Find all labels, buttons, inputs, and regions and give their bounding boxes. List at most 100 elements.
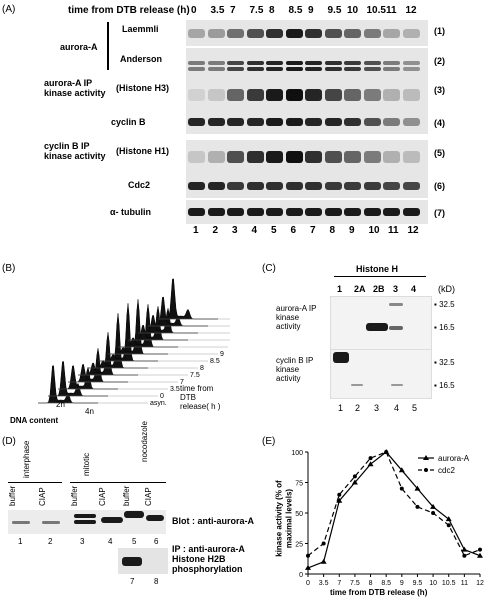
band-r2-l8 — [324, 61, 342, 65]
c-lane-2: 2 — [355, 403, 361, 413]
lane-number-1: 1 — [193, 225, 199, 236]
band-r2-l2 — [207, 61, 225, 65]
band-r6-l12 — [402, 182, 420, 190]
band-r4-l12 — [402, 118, 420, 126]
band-r3-l5 — [266, 89, 283, 101]
row3-label-line2: kinase activity — [44, 88, 106, 98]
d-lane-8: 8 — [154, 577, 159, 586]
d-lane-1: 1 — [18, 537, 23, 546]
band-r2b-l7 — [305, 67, 322, 71]
row6-label: Cdc2 — [128, 180, 151, 190]
lane-number-7: 7 — [310, 225, 316, 236]
d-ip-label-line3: phosphorylation — [172, 564, 243, 574]
band-r3-l7 — [305, 89, 322, 101]
e-point-1-8 — [431, 511, 436, 515]
band-r3-l3 — [227, 89, 244, 101]
band-r4-l4 — [246, 118, 264, 126]
lane-number-9: 9 — [349, 225, 355, 236]
time-tick-0: 0 — [191, 5, 197, 16]
band-r5-l11 — [383, 151, 400, 163]
e-xtick-label-2: 7 — [337, 580, 341, 587]
e-point-0-1 — [320, 558, 327, 564]
row4-label: cyclin B — [111, 117, 146, 127]
time-header: time from DTB release (h) — [68, 5, 190, 16]
time-tick-6: 9 — [308, 5, 314, 16]
band-r2-l10 — [363, 61, 381, 65]
row2-number: (2) — [434, 56, 445, 66]
band-r5-l8 — [324, 151, 342, 163]
row5-label-line1: cyclin B IP — [44, 141, 90, 151]
aurora-a-bracket — [107, 22, 109, 70]
row6-number: (6) — [434, 181, 445, 191]
row1-label: Laemmli — [122, 24, 159, 34]
band-r7-l6 — [285, 208, 303, 216]
band-c-cyclin-2 — [351, 384, 363, 386]
aurora-a-group-label: aurora-A — [60, 42, 98, 52]
band-r5-l5 — [266, 151, 283, 163]
e-xtick-label-7: 9.5 — [413, 580, 423, 587]
e-xtick-label-3: 7.5 — [350, 580, 360, 587]
e-point-0-2 — [336, 497, 343, 503]
band-r3-l1 — [188, 89, 205, 101]
e-legend-label-0: aurora-A — [438, 454, 470, 463]
band-r3-l12 — [402, 89, 420, 101]
band-r2-l5 — [266, 61, 283, 65]
marker-32-5-bottom: ▪ 32.5 — [434, 358, 455, 367]
band-r2b-l2 — [207, 67, 225, 71]
histogram-label-12: asyn. — [150, 400, 167, 407]
e-point-1-4 — [368, 456, 373, 461]
d-band-3 — [74, 514, 96, 518]
band-r6-l6 — [285, 182, 303, 190]
band-r7-l1 — [188, 208, 205, 216]
d-treat-2: buffer — [70, 485, 79, 506]
time-tick-8: 10 — [347, 5, 359, 16]
e-point-0-10 — [461, 546, 468, 552]
band-r2b-l8 — [324, 67, 342, 71]
e-legend-marker-0 — [423, 455, 429, 460]
band-r2-l6 — [285, 61, 303, 65]
histogram-label-8: 7.5 — [190, 372, 200, 379]
row3-number: (3) — [434, 85, 445, 95]
band-r4-l7 — [305, 118, 322, 126]
e-xtick-label-4: 8 — [369, 580, 373, 587]
c-row1-label-line2: kinase — [276, 313, 300, 322]
band-r2b-l1 — [188, 67, 205, 71]
band-r3-l8 — [324, 89, 342, 101]
time-tick-3: 7.5 — [249, 5, 264, 16]
band-r4-l5 — [266, 118, 283, 126]
band-r5-l4 — [246, 151, 264, 163]
panel-e-letter: (E) — [262, 436, 276, 447]
d-treat-1: CIAP — [38, 487, 47, 506]
lane-number-12: 12 — [407, 225, 419, 236]
c-row1-label-line3: activity — [276, 322, 301, 331]
e-point-1-0 — [306, 553, 310, 558]
band-r5-l1 — [188, 151, 205, 163]
e-point-1-6 — [399, 486, 404, 491]
histone-col-1: 2A — [354, 284, 366, 294]
dna-2n-label: 2n — [56, 400, 65, 409]
time-from-label-line1: time from — [180, 384, 214, 393]
kd-label: (kD) — [438, 284, 455, 294]
histone-col-2: 2B — [373, 284, 385, 294]
band-r2b-l3 — [227, 67, 244, 71]
d-band-3b — [74, 520, 96, 524]
panel-c-letter: (C) — [262, 263, 276, 274]
band-c-cyclin-1 — [333, 352, 349, 363]
row7-label: α- tubulin — [110, 207, 152, 217]
e-point-1-11 — [478, 547, 482, 552]
band-r2b-l9 — [344, 67, 361, 71]
band-r1-l10 — [363, 29, 381, 38]
band-r1-l6 — [285, 29, 303, 38]
band-r6-l3 — [227, 182, 244, 190]
d-group-1: mitotic — [82, 452, 91, 476]
band-r4-l1 — [188, 118, 205, 126]
time-tick-10: 11 — [386, 5, 397, 16]
band-r5-l3 — [227, 151, 244, 163]
d-lane-3: 3 — [80, 537, 85, 546]
e-series-line-1 — [307, 451, 481, 557]
e-legend-label-1: cdc2 — [438, 466, 455, 475]
band-r5-l7 — [305, 151, 322, 163]
d-treat-5: CIAP — [144, 487, 153, 506]
band-c-aurora-3b — [389, 303, 403, 306]
